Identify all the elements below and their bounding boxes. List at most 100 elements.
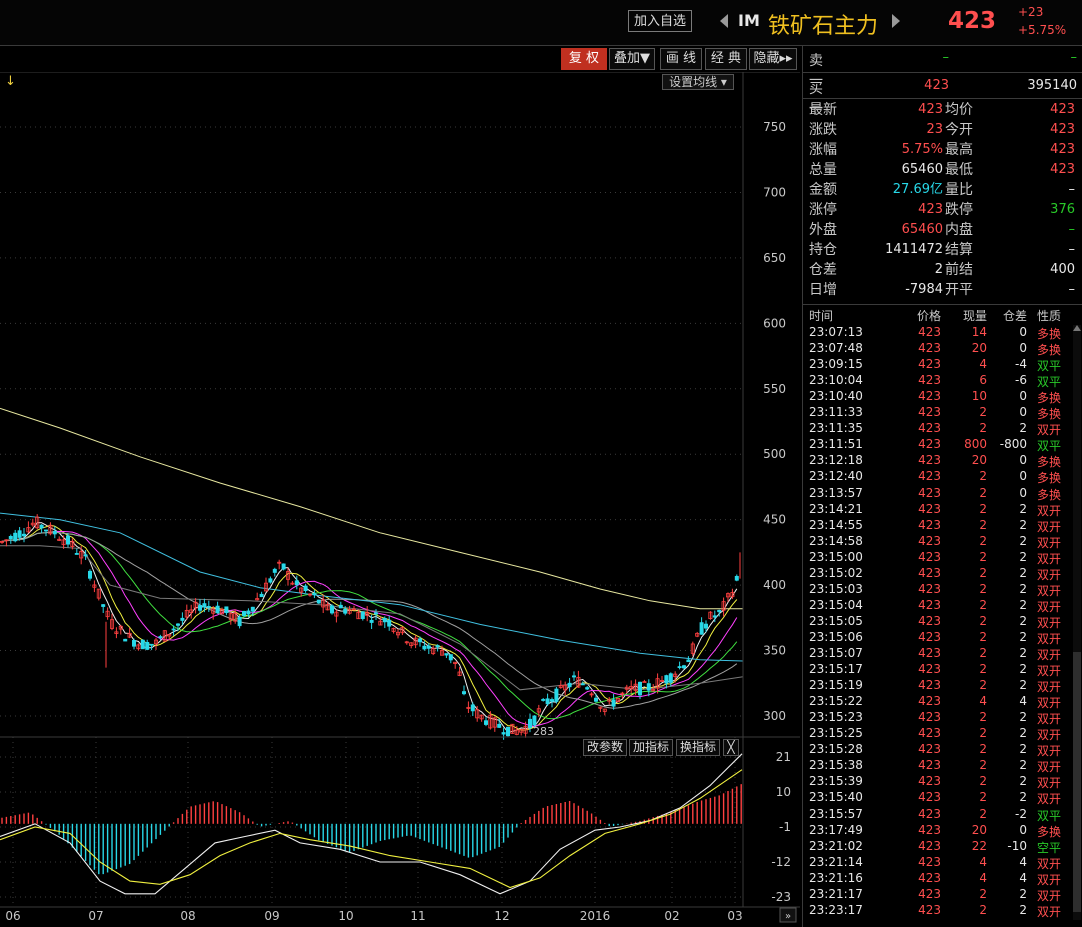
trade-price: 423 [918, 437, 941, 452]
candle-body [391, 627, 396, 632]
low-point-label: 283 [533, 725, 554, 738]
trade-nature: 多换 [1037, 407, 1062, 422]
quote-label: 外盘 [809, 222, 837, 238]
trades-list[interactable]: 23:07:13 423 14 0 多换 23:07:48 423 20 0 多换 23:09:15… [803, 325, 1073, 925]
candle-body [629, 685, 634, 690]
candle-body [607, 699, 612, 702]
x-tick-label: 09 [264, 909, 279, 923]
candle-body [387, 619, 392, 627]
trade-oi: 2 [1019, 517, 1027, 532]
candle-body [550, 699, 555, 702]
trade-time: 23:15:39 [809, 774, 863, 789]
trade-oi: 2 [1019, 902, 1027, 917]
candle-body [197, 605, 202, 611]
trades-scroll-thumb[interactable] [1073, 652, 1081, 912]
candle-body [664, 675, 669, 684]
candle-body [110, 619, 115, 629]
quote-label: 结算 [945, 242, 973, 258]
trade-row: 23:15:39 423 2 2 双开 [803, 774, 1073, 790]
trade-price: 423 [918, 742, 941, 757]
close-indicator-button[interactable]: ╳ [723, 739, 739, 756]
add-to-favorites-button[interactable]: 加入自选 [628, 10, 692, 32]
trade-time: 23:11:51 [809, 437, 863, 452]
next-symbol-arrow-icon[interactable] [892, 14, 900, 28]
trade-price: 423 [918, 806, 941, 821]
buy1-price: 423 [924, 78, 949, 93]
quote-value: 423 [918, 102, 943, 117]
set-moving-average-button[interactable]: 设置均线 ▾ [662, 74, 734, 90]
trade-time: 23:21:14 [809, 854, 863, 869]
scroll-up-arrow-icon[interactable] [1073, 325, 1081, 331]
trade-vol: 2 [979, 565, 987, 580]
candle-body [576, 676, 581, 688]
quote-value: 23 [926, 122, 943, 137]
candle-body [356, 611, 361, 620]
trade-oi: 2 [1019, 790, 1027, 805]
trade-oi: 2 [1019, 629, 1027, 644]
trade-nature: 多换 [1037, 343, 1062, 358]
candle-body [268, 578, 273, 583]
symbol-code: IM [738, 11, 760, 30]
scroll-right-arrow-icon: » [785, 911, 791, 922]
trade-nature: 双开 [1037, 519, 1062, 534]
candle-body [431, 648, 436, 655]
candle-body [594, 697, 599, 702]
price-tick-label: 500 [763, 447, 786, 461]
quote-value: 423 [918, 202, 943, 217]
candle-body [682, 665, 687, 669]
trade-row: 23:12:40 423 2 0 多换 [803, 469, 1073, 485]
trade-price: 423 [918, 533, 941, 548]
trade-oi: 2 [1019, 646, 1027, 660]
trade-nature: 多换 [1037, 487, 1062, 502]
draw-line-button[interactable]: 画 线 [660, 48, 702, 70]
trade-price: 423 [918, 453, 941, 468]
trade-price: 423 [918, 694, 941, 709]
kline-chart[interactable]: 750 700 650 600 550 500 450 400 350 300 21 10 -1 -12 -… [0, 72, 800, 927]
trade-oi: 2 [1019, 501, 1027, 516]
candle-body [730, 592, 735, 598]
hide-panel-button[interactable]: 隐藏▸▸ [749, 48, 797, 70]
add-indicator-button[interactable]: 加指标 [629, 739, 673, 756]
trades-scrollbar[interactable] [1073, 325, 1081, 920]
trade-price: 423 [918, 373, 941, 388]
candle-body [8, 536, 13, 540]
quote-row: 涨停 423 跌停 376 [803, 200, 1082, 220]
trade-nature: 双平 [1037, 439, 1062, 454]
swap-indicator-button[interactable]: 换指标 [676, 739, 720, 756]
classic-view-button[interactable]: 经 典 [705, 48, 747, 70]
trade-oi: 2 [1019, 581, 1027, 596]
trade-price: 423 [918, 758, 941, 773]
x-tick-label: 10 [338, 909, 353, 923]
trade-vol: 2 [979, 742, 987, 757]
candle-body [532, 715, 537, 726]
x-tick-label: 12 [494, 909, 509, 923]
overlay-dropdown-button[interactable]: 叠加▼ [609, 48, 655, 70]
quote-row: 仓差 2 前结 400 [803, 260, 1082, 280]
trade-row: 23:07:48 423 20 0 多换 [803, 341, 1073, 357]
change-params-button[interactable]: 改参数 [583, 739, 627, 756]
candle-body [541, 699, 546, 701]
trade-oi: 4 [1019, 694, 1027, 709]
trade-vol: 2 [979, 774, 987, 789]
trade-time: 23:15:17 [809, 662, 863, 677]
candle-body [329, 605, 334, 614]
trade-row: 23:15:00 423 2 2 双开 [803, 550, 1073, 566]
trade-vol: 6 [979, 373, 987, 388]
candle-body [439, 650, 444, 656]
trades-column-header: 性质 [1037, 309, 1062, 323]
trade-vol: 20 [971, 453, 987, 468]
restore-rights-button[interactable]: 复 权 [561, 48, 607, 70]
candle-body [558, 685, 563, 688]
trade-vol: 2 [979, 806, 987, 821]
trade-oi: 2 [1019, 758, 1027, 773]
trade-price: 423 [918, 854, 941, 869]
sell1-label: 卖一 [809, 53, 823, 89]
candle-body [66, 535, 71, 545]
candle-body [457, 671, 462, 676]
trade-time: 23:09:15 [809, 357, 863, 372]
trade-price: 423 [918, 838, 941, 853]
prev-symbol-arrow-icon[interactable] [720, 14, 728, 28]
trade-vol: 4 [979, 357, 987, 372]
candle-body [4, 539, 9, 542]
candle-body [519, 728, 524, 733]
